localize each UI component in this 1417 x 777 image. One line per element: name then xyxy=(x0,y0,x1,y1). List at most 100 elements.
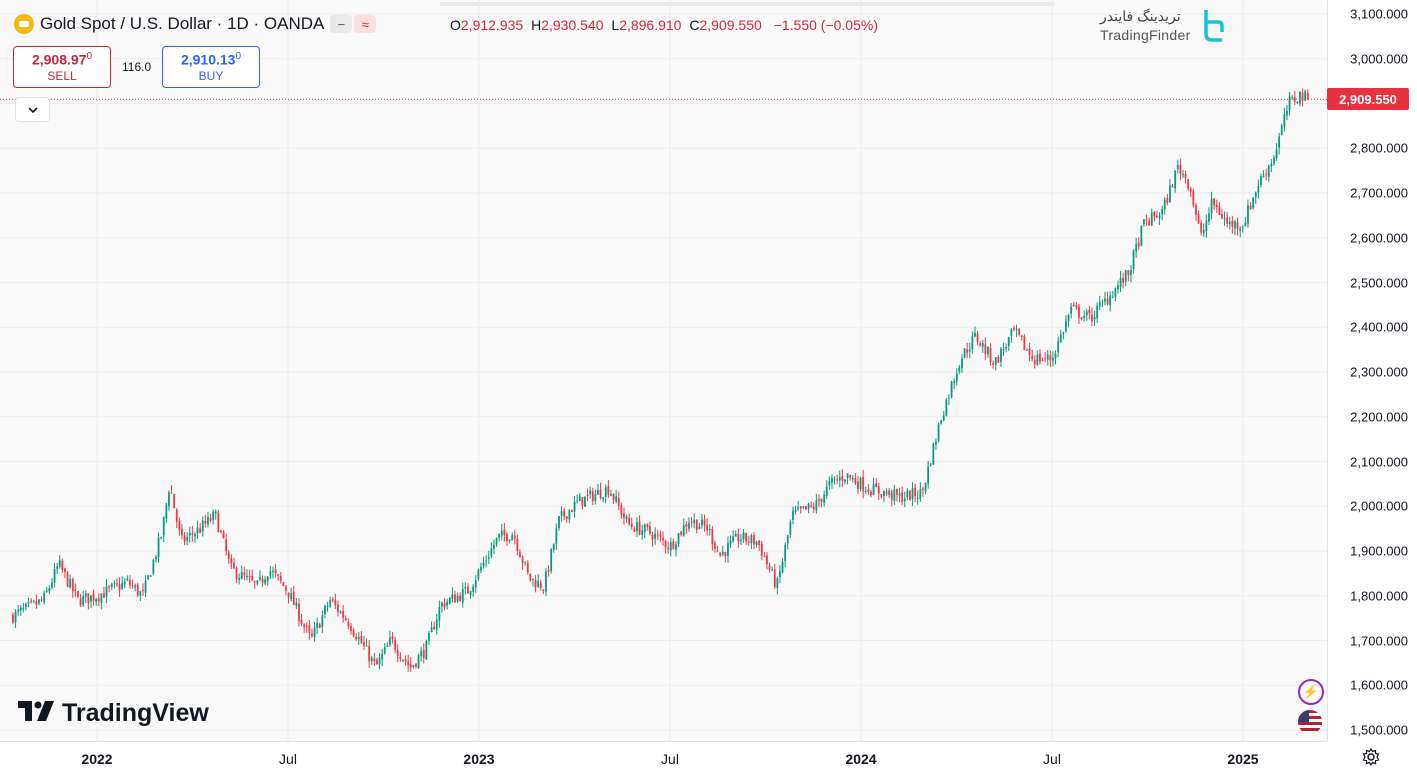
candle-body xyxy=(84,593,87,597)
candle-body xyxy=(498,533,501,538)
collapse-legend-button[interactable] xyxy=(15,97,50,122)
candle-body xyxy=(594,494,597,501)
price-tick-label: 1,800.000 xyxy=(1350,588,1408,604)
candle-body xyxy=(53,568,56,583)
sell-button[interactable]: 2,908.970 SELL xyxy=(13,46,111,88)
candle-body xyxy=(188,532,191,536)
chart-pane[interactable]: Gold Spot / U.S. Dollar · 1D · OANDA − ≈… xyxy=(0,0,1327,741)
candle-body xyxy=(303,624,306,627)
candle-body xyxy=(1098,302,1101,307)
high-value: 2,930.540 xyxy=(541,17,604,33)
candle-body xyxy=(597,490,599,495)
candle-body xyxy=(989,347,992,363)
candle-body xyxy=(217,512,220,533)
candle-body xyxy=(71,578,74,592)
tradingview-logo[interactable]: TradingView xyxy=(18,699,209,728)
candle-body xyxy=(565,516,568,520)
candle-body xyxy=(537,581,540,588)
candle-body xyxy=(508,539,511,542)
price-tick-label: 1,900.000 xyxy=(1350,543,1408,559)
lightning-icon[interactable]: ⚡ xyxy=(1298,679,1324,705)
candle-body xyxy=(979,343,982,346)
candle-body xyxy=(1213,198,1216,206)
candle-body xyxy=(201,520,204,532)
candle-body xyxy=(945,399,948,416)
candle-body xyxy=(823,494,826,503)
candle-body xyxy=(1278,136,1281,148)
candle-body xyxy=(1210,198,1213,214)
candle-body xyxy=(1145,219,1148,221)
candle-body xyxy=(490,548,493,557)
candle-body xyxy=(1114,288,1117,298)
candle-body xyxy=(1189,188,1192,192)
candle-body xyxy=(924,482,927,492)
price-axis[interactable]: 3,100.0003,000.0002,900.0002,800.0002,70… xyxy=(1327,0,1417,741)
candle-body xyxy=(368,646,371,662)
gear-icon[interactable] xyxy=(1362,747,1380,771)
candle-body xyxy=(136,584,139,596)
candle-body xyxy=(1166,198,1169,203)
candle-body xyxy=(786,535,789,544)
change-value: −1.550 (−0.05%) xyxy=(773,17,878,33)
candle-body xyxy=(760,543,763,556)
candle-body xyxy=(1124,270,1127,282)
grid-lines xyxy=(0,0,1327,741)
symbol-title[interactable]: Gold Spot / U.S. Dollar · 1D · OANDA xyxy=(40,14,325,33)
candle-body xyxy=(1085,311,1088,316)
candle-body xyxy=(849,475,852,478)
buy-price: 2,910.13 xyxy=(180,51,236,68)
candle-body xyxy=(74,589,77,591)
candle-body xyxy=(1236,222,1239,230)
sell-price: 2,908.97 xyxy=(31,51,87,68)
candle-body xyxy=(940,420,943,424)
candle-body xyxy=(604,487,607,498)
candle-body xyxy=(714,542,716,550)
candle-body xyxy=(929,464,932,466)
time-axis[interactable]: 2022 Jul 2023 Jul 2024 Jul 2025 xyxy=(0,741,1327,777)
candle-body xyxy=(251,575,254,581)
candle-body xyxy=(378,657,381,665)
candle-body xyxy=(459,595,462,601)
candle-body xyxy=(1252,197,1255,209)
candle-body xyxy=(1023,336,1026,350)
candle-body xyxy=(953,381,956,384)
candle-body xyxy=(545,571,547,592)
candle-body xyxy=(402,659,404,661)
minus-icon[interactable]: − xyxy=(330,15,353,33)
price-tick-label: 2,300.000 xyxy=(1350,364,1408,380)
candle-body xyxy=(727,543,729,556)
candle-body xyxy=(935,441,937,445)
candle-body xyxy=(290,593,293,600)
candle-body xyxy=(1184,174,1187,179)
symbol-legend[interactable]: Gold Spot / U.S. Dollar · 1D · OANDA − ≈ xyxy=(14,14,377,34)
candle-body xyxy=(716,550,719,552)
buy-button[interactable]: 2,910.130 BUY xyxy=(162,46,260,88)
wave-icon[interactable]: ≈ xyxy=(354,15,377,33)
candle-body xyxy=(116,583,118,585)
candle-body xyxy=(628,517,631,525)
candle-body xyxy=(97,598,100,601)
candle-body xyxy=(1020,335,1023,337)
open-value: 2,912.935 xyxy=(460,17,524,33)
candle-body xyxy=(838,477,841,481)
candle-body xyxy=(971,336,974,349)
us-flag-icon[interactable] xyxy=(1298,710,1322,734)
candle-body xyxy=(1057,341,1060,353)
candle-body xyxy=(139,591,142,596)
candle-body xyxy=(870,491,872,496)
candle-body xyxy=(64,568,66,573)
price-chart[interactable] xyxy=(0,0,1327,741)
candle-body xyxy=(412,664,415,667)
candle-body xyxy=(789,521,792,535)
candle-body xyxy=(233,562,235,569)
candle-body xyxy=(165,504,168,519)
candle-body xyxy=(1080,317,1083,320)
candle-body xyxy=(802,506,805,508)
candle-body xyxy=(474,580,477,588)
candle-body xyxy=(160,537,163,539)
price-tick-label: 2,200.000 xyxy=(1350,409,1408,425)
price-tick-label: 2,800.000 xyxy=(1350,140,1408,156)
candle-body xyxy=(43,593,46,603)
candle-body xyxy=(1241,227,1244,229)
candle-body xyxy=(992,362,995,365)
